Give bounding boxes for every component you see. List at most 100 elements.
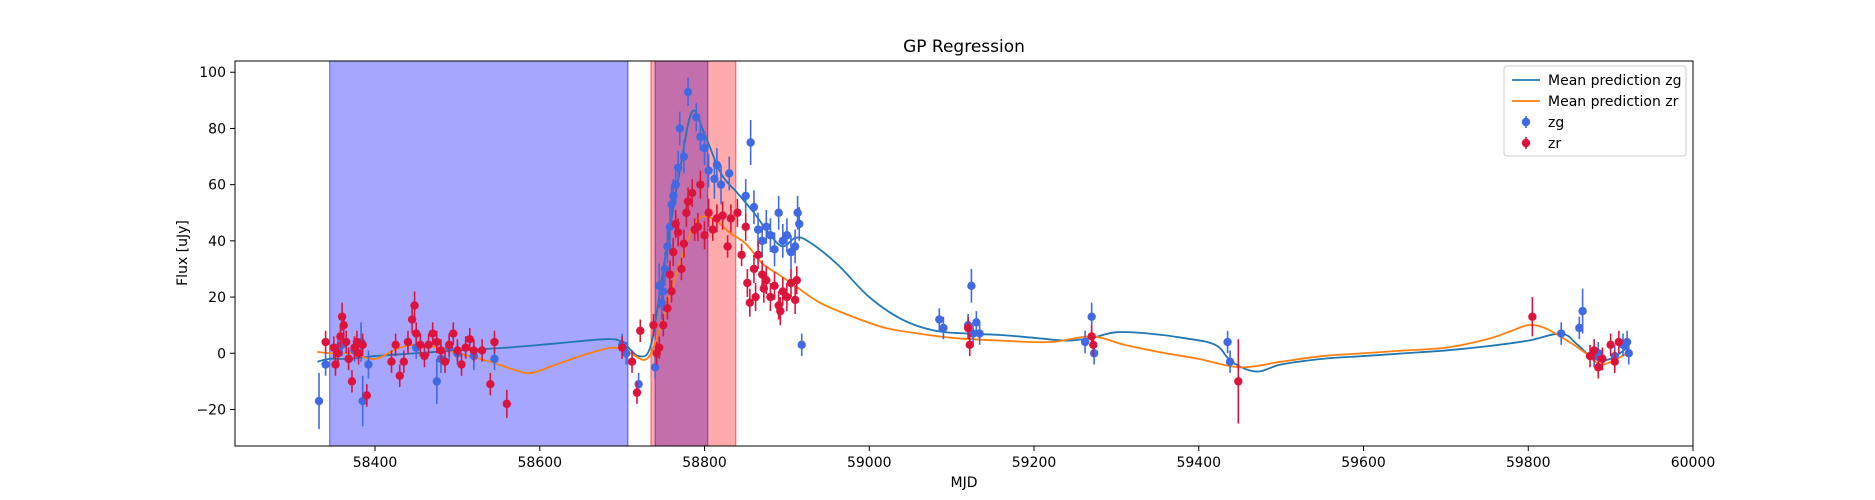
zg-point (692, 113, 701, 122)
zr-point (693, 222, 703, 232)
zr-point (1606, 340, 1615, 350)
zr-point (673, 228, 683, 237)
zr-point (453, 346, 462, 355)
legend-marker-swatch (1521, 138, 1531, 148)
zg-point (790, 242, 800, 251)
zg-point (1225, 357, 1235, 366)
zr-point (1589, 346, 1599, 355)
x-tick-label: 58600 (518, 455, 563, 471)
mean-prediction-zr-line (317, 215, 1628, 375)
y-axis-ticks: −20 0 20 40 60 80 100 (196, 65, 235, 418)
zr-point (770, 281, 779, 291)
y-tick-label: −20 (196, 402, 226, 418)
x-tick-label: 58800 (682, 455, 727, 471)
zr-point (358, 340, 367, 350)
legend: Mean prediction zg Mean prediction zr zg zr (1503, 65, 1687, 157)
zr-point (449, 329, 458, 338)
zr-point (337, 312, 347, 321)
zg-point (1578, 306, 1587, 316)
zr-point (782, 292, 792, 302)
zr-point (420, 351, 429, 361)
zg-point (696, 132, 705, 142)
zr-point (687, 188, 697, 198)
x-tick-label: 59800 (1506, 455, 1551, 471)
zr-point (677, 264, 686, 274)
zg-point (634, 379, 643, 389)
zg-point (659, 287, 668, 296)
zg-point (797, 340, 806, 350)
zr-point (336, 332, 345, 341)
zr-point (700, 231, 709, 240)
zr-point (342, 337, 351, 347)
zr-point (477, 346, 487, 355)
zg-point (314, 396, 324, 406)
zr-point (704, 208, 713, 217)
shaded-region-3 (650, 61, 737, 446)
zr-point (387, 357, 396, 366)
zr-point (461, 343, 470, 352)
zr-point (490, 337, 499, 347)
zr-point (766, 292, 775, 302)
legend-label: zg (1548, 115, 1564, 131)
zg-point (321, 360, 330, 369)
zr-point (663, 304, 672, 313)
zr-point (965, 340, 974, 350)
zr-point (428, 329, 437, 338)
zg-point (490, 354, 499, 364)
zr-point (776, 306, 785, 316)
zr-point (649, 320, 658, 330)
zg-point (1575, 323, 1584, 333)
zr-point (762, 275, 771, 285)
zr-point (333, 349, 343, 358)
zr-point (743, 278, 752, 288)
zr-point (432, 337, 442, 347)
zg-point (660, 264, 670, 274)
zr-point (339, 320, 348, 330)
zr-point (665, 270, 675, 279)
zr-point (617, 343, 627, 352)
zg-point (935, 315, 944, 324)
zr-point (741, 222, 750, 232)
zr-point (1234, 377, 1243, 386)
y-tick-label: 80 (208, 121, 226, 137)
zg-point (749, 202, 759, 212)
zg-point (704, 166, 713, 175)
zr-point (347, 377, 357, 386)
zg-point (762, 222, 771, 232)
zr-point (751, 292, 760, 302)
legend-label: Mean prediction zg (1548, 73, 1682, 89)
zr-point (457, 360, 466, 369)
zg-point (1087, 312, 1096, 321)
zg-point (766, 231, 775, 240)
zr-point (1614, 337, 1624, 347)
zg-point (364, 360, 373, 369)
zr-point (790, 295, 800, 305)
zg-point (1622, 337, 1632, 347)
y-tick-label: 20 (208, 290, 226, 306)
zr-point (659, 320, 668, 330)
zg-point (1080, 337, 1090, 347)
zr-point (679, 239, 689, 248)
zr-point (362, 391, 371, 400)
zr-point (391, 340, 400, 350)
y-axis-label: Flux [uJy] (175, 220, 191, 286)
zg-point (1557, 329, 1566, 338)
legend-label: Mean prediction zr (1548, 94, 1679, 110)
zr-point (749, 264, 759, 274)
x-axis-label: MJD (951, 475, 978, 491)
y-tick-label: 100 (199, 65, 226, 81)
zr-point (410, 301, 419, 310)
zr-point (636, 326, 645, 335)
zr-point (683, 197, 693, 206)
y-tick-label: 40 (208, 234, 226, 250)
zg-point (975, 329, 984, 338)
zr-point (718, 211, 727, 220)
plot-frame (234, 60, 1694, 447)
zg-point (770, 245, 779, 254)
zr-point (708, 225, 717, 234)
zr-point (682, 208, 691, 217)
zg-point (683, 87, 693, 97)
zr-point (667, 287, 676, 296)
zr-point (1087, 332, 1096, 341)
x-tick-label: 58400 (353, 455, 398, 471)
